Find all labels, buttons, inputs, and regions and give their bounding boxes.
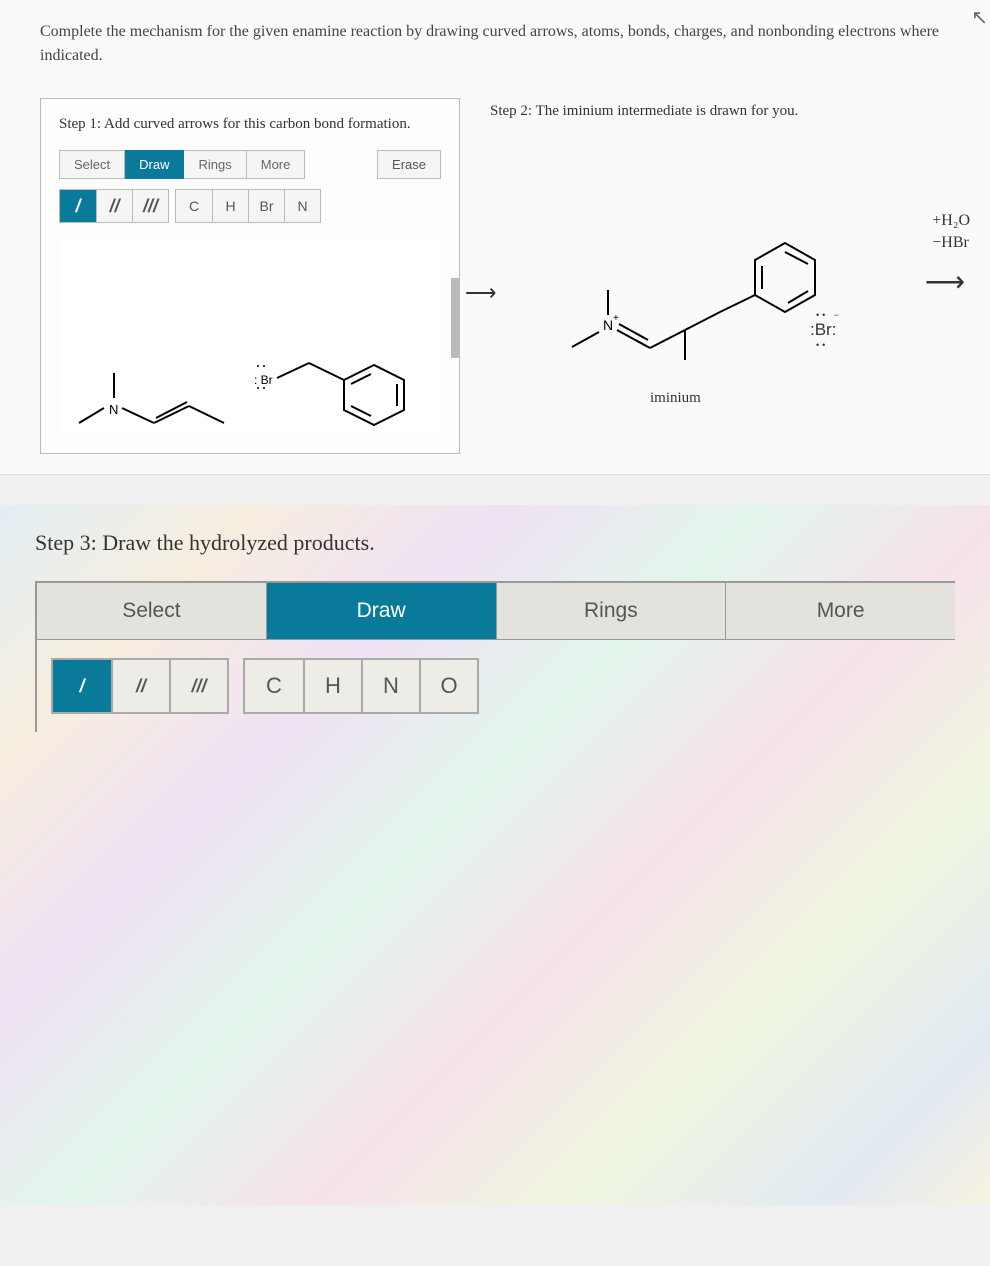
bromide-ion: •• − :Br: •• xyxy=(810,310,842,350)
single-bond-icon: / xyxy=(75,196,80,217)
step3-editor: Select Draw Rings More / // /// C H N O xyxy=(35,581,955,732)
atom-group: C H Br N xyxy=(175,189,321,223)
step1-editor: Step 1: Add curved arrows for this carbo… xyxy=(40,98,460,454)
tab-select[interactable]: Select xyxy=(59,150,125,179)
atom-o-large[interactable]: O xyxy=(419,660,477,712)
atom-br[interactable]: Br xyxy=(248,190,284,222)
step3-title: Step 3: Draw the hydrolyzed products. xyxy=(35,530,955,556)
triple-bond-tool[interactable]: /// xyxy=(132,190,168,222)
atom-c[interactable]: C xyxy=(176,190,212,222)
step2-panel: Step 2: The iminium intermediate is draw… xyxy=(490,98,960,454)
tab-rings[interactable]: Rings xyxy=(184,150,246,179)
tab-select-large[interactable]: Select xyxy=(37,583,267,639)
atom-group-large: C H N O xyxy=(243,658,479,714)
reaction-arrow-1: ⟶ xyxy=(465,280,497,306)
atom-h[interactable]: H xyxy=(212,190,248,222)
atom-c-large[interactable]: C xyxy=(245,660,303,712)
double-bond-tool[interactable]: // xyxy=(96,190,132,222)
triple-bond-tool-large[interactable]: /// xyxy=(169,660,227,712)
iminium-label: iminium xyxy=(650,390,701,407)
step1-tab-row: Select Draw Rings More Erase xyxy=(59,150,441,179)
reaction-arrow-2: ⟶ xyxy=(925,265,965,299)
step1-title: Step 1: Add curved arrows for this carbo… xyxy=(59,114,441,135)
single-bond-icon-large: / xyxy=(79,676,84,697)
tab-more[interactable]: More xyxy=(247,150,306,179)
double-bond-icon: // xyxy=(109,196,119,217)
bond-group: / // /// xyxy=(59,189,169,223)
step2-structure: N + xyxy=(560,170,920,400)
step1-structure: N : Br xyxy=(59,238,439,438)
erase-button[interactable]: Erase xyxy=(377,150,441,179)
atom-h-large[interactable]: H xyxy=(303,660,361,712)
svg-text:N: N xyxy=(109,402,118,417)
triple-bond-icon-large: /// xyxy=(191,676,206,697)
cursor-icon: ↖ xyxy=(971,5,988,30)
step1-tool-row: / // /// C H Br N xyxy=(59,189,441,223)
prompt-text: Complete the mechanism for the given ena… xyxy=(40,20,960,68)
side-reaction-labels: +H₂O −HBr xyxy=(932,210,970,255)
tab-draw[interactable]: Draw xyxy=(125,150,184,179)
triple-bond-icon: /// xyxy=(143,196,158,217)
step2-content: ⟶ N + xyxy=(490,150,960,430)
step3-tool-row: / // /// C H N O xyxy=(37,640,955,732)
atom-n-large[interactable]: N xyxy=(361,660,419,712)
atom-n[interactable]: N xyxy=(284,190,320,222)
step1-canvas[interactable]: N : Br xyxy=(59,238,441,438)
minus-hbr: −HBr xyxy=(932,232,970,254)
plus-h2o: +H₂O xyxy=(932,210,970,232)
tab-draw-large[interactable]: Draw xyxy=(267,583,497,639)
tab-more-large[interactable]: More xyxy=(726,583,955,639)
scrollbar[interactable] xyxy=(451,278,459,358)
svg-text:+: + xyxy=(613,313,619,324)
double-bond-tool-large[interactable]: // xyxy=(111,660,169,712)
single-bond-tool-large[interactable]: / xyxy=(53,660,111,712)
bottom-panel: Step 3: Draw the hydrolyzed products. Se… xyxy=(0,505,990,1205)
svg-text:N: N xyxy=(603,317,613,333)
step3-tab-row: Select Draw Rings More xyxy=(37,583,955,640)
top-panel: Complete the mechanism for the given ena… xyxy=(0,0,990,475)
bond-group-large: / // /// xyxy=(51,658,229,714)
svg-text:: Br: : Br xyxy=(254,373,273,387)
single-bond-tool[interactable]: / xyxy=(60,190,96,222)
tab-rings-large[interactable]: Rings xyxy=(497,583,727,639)
double-bond-icon-large: // xyxy=(136,676,146,697)
steps-row: Step 1: Add curved arrows for this carbo… xyxy=(40,98,960,454)
step2-title: Step 2: The iminium intermediate is draw… xyxy=(490,103,960,120)
